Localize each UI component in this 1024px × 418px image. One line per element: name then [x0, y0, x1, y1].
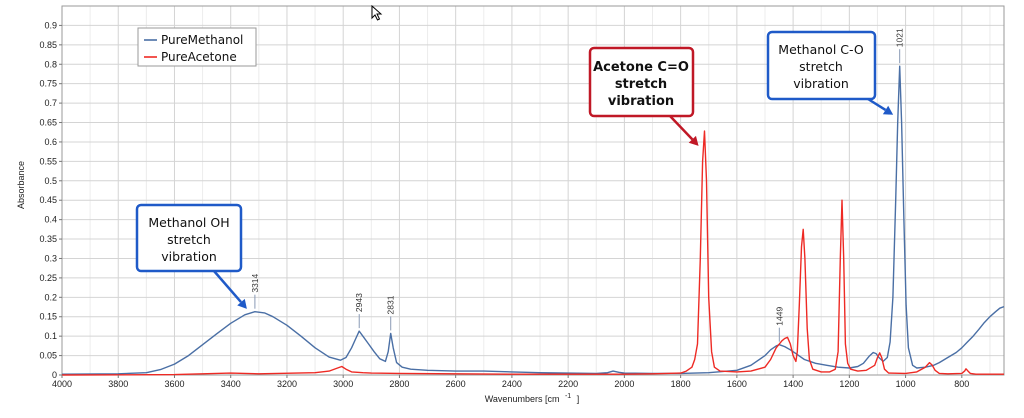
- annotation-arrow-shaft: [669, 115, 694, 141]
- y-axis-label: Absorbance: [16, 161, 26, 209]
- y-tick-label-0.15: 0.15: [39, 312, 57, 322]
- peak-labels: 3314 2943 2831 1449 1021: [250, 28, 905, 342]
- legend: PureMethanol PureAcetone: [137, 27, 257, 67]
- y-tick-label-0.85: 0.85: [39, 40, 57, 50]
- legend-label-puremethanol: PureMethanol: [161, 33, 243, 47]
- annotation-arrow-head: [882, 105, 894, 115]
- y-tick-label-0.1: 0.1: [44, 331, 57, 341]
- x-axis-ticks: 4000 3800 3600 3400 3200 3000 2800 2600 2400 2200…: [52, 375, 969, 389]
- legend-label-pureacetone: PureAcetone: [161, 50, 237, 64]
- annotation-arrow-shaft: [867, 97, 887, 112]
- x-axis-label-close: ]: [577, 394, 580, 404]
- peak-label-1449: 1449: [774, 307, 784, 326]
- annotation-acetone-co: Acetone C=O stretch vibration: [588, 46, 695, 118]
- x-tick-label-3600: 3600: [164, 379, 184, 389]
- y-tick-label-0.45: 0.45: [39, 195, 57, 205]
- y-tick-label-0.6: 0.6: [44, 137, 57, 147]
- x-tick-label-4000: 4000: [52, 379, 72, 389]
- annotation-methanol-co-line2: stretch: [799, 59, 843, 74]
- x-axis-label-sup: -1: [565, 393, 571, 400]
- x-tick-label-2800: 2800: [389, 379, 409, 389]
- x-tick-label-2200: 2200: [558, 379, 578, 389]
- annotation-box-methanol-co: [766, 30, 877, 101]
- x-tick-label-2000: 2000: [614, 379, 634, 389]
- annotation-arrow-head: [237, 298, 247, 309]
- x-tick-label-1800: 1800: [671, 379, 691, 389]
- x-tick-label-1600: 1600: [727, 379, 747, 389]
- x-tick-label-1200: 1200: [839, 379, 859, 389]
- annotation-methanol-co: Methanol C-O stretch vibration: [766, 30, 877, 101]
- annotation-arrows: [213, 97, 894, 309]
- x-tick-label-1000: 1000: [896, 379, 916, 389]
- y-axis-ticks: 0 0.05 0.1 0.15 0.2 0.25 0.3 0.35 0.4 0.45 0.5 0.55…: [39, 20, 62, 380]
- x-tick-label-800: 800: [954, 379, 969, 389]
- x-tick-label-3400: 3400: [221, 379, 241, 389]
- annotation-acetone-co-line1: Acetone C=O: [593, 60, 689, 75]
- peak-label-3314: 3314: [250, 274, 260, 293]
- annotation-acetone-co-line3: vibration: [608, 94, 674, 109]
- y-tick-label-0.35: 0.35: [39, 234, 57, 244]
- legend-box: [137, 27, 257, 67]
- annotation-methanol-oh-line1: Methanol OH: [148, 215, 229, 230]
- y-tick-label-0.5: 0.5: [44, 176, 57, 186]
- peak-label-2943: 2943: [354, 293, 364, 312]
- x-tick-label-3000: 3000: [333, 379, 353, 389]
- y-tick-label-0.55: 0.55: [39, 156, 57, 166]
- y-tick-label-0.7: 0.7: [44, 98, 57, 108]
- y-tick-label-0.3: 0.3: [44, 253, 57, 263]
- x-axis-label: Wavenumbers [cm -1 ]: [485, 390, 579, 404]
- x-tick-label-2400: 2400: [502, 379, 522, 389]
- plot-frame: [61, 5, 1005, 376]
- y-tick-label-0.75: 0.75: [39, 79, 57, 89]
- x-tick-label-2600: 2600: [446, 379, 466, 389]
- y-tick-label-0.9: 0.9: [44, 20, 57, 30]
- annotation-methanol-co-line1: Methanol C-O: [778, 42, 864, 57]
- y-tick-label-0.8: 0.8: [44, 59, 57, 69]
- annotation-methanol-oh-line2: stretch: [167, 232, 211, 247]
- y-tick-label-0: 0: [52, 370, 57, 380]
- annotation-arrow-shaft: [213, 270, 242, 303]
- annotation-methanol-oh-line3: vibration: [161, 249, 217, 264]
- annotation-box-methanol-oh: [135, 203, 243, 273]
- series-layer: [61, 65, 1005, 376]
- y-tick-label-0.25: 0.25: [39, 273, 57, 283]
- annotation-methanol-oh: Methanol OH stretch vibration: [135, 203, 243, 273]
- annotation-box-acetone-co: [588, 46, 695, 118]
- x-tick-label-1400: 1400: [783, 379, 803, 389]
- peak-label-2831: 2831: [386, 295, 396, 314]
- mouse-cursor-icon: [371, 4, 383, 21]
- y-tick-label-0.05: 0.05: [39, 351, 57, 361]
- y-tick-label-0.2: 0.2: [44, 292, 57, 302]
- series-line-puremethanol: [61, 65, 1005, 375]
- annotation-acetone-co-line2: stretch: [615, 77, 667, 92]
- y-tick-label-0.65: 0.65: [39, 118, 57, 128]
- series-line-pureacetone: [61, 130, 1004, 376]
- annotation-arrow-head: [688, 135, 699, 146]
- x-tick-label-3800: 3800: [108, 379, 128, 389]
- x-axis-label-main: Wavenumbers [cm: [485, 394, 560, 404]
- annotation-methanol-co-line3: vibration: [793, 76, 849, 91]
- y-tick-label-0.4: 0.4: [44, 215, 57, 225]
- peak-label-1021: 1021: [895, 28, 905, 47]
- x-tick-label-3200: 3200: [277, 379, 297, 389]
